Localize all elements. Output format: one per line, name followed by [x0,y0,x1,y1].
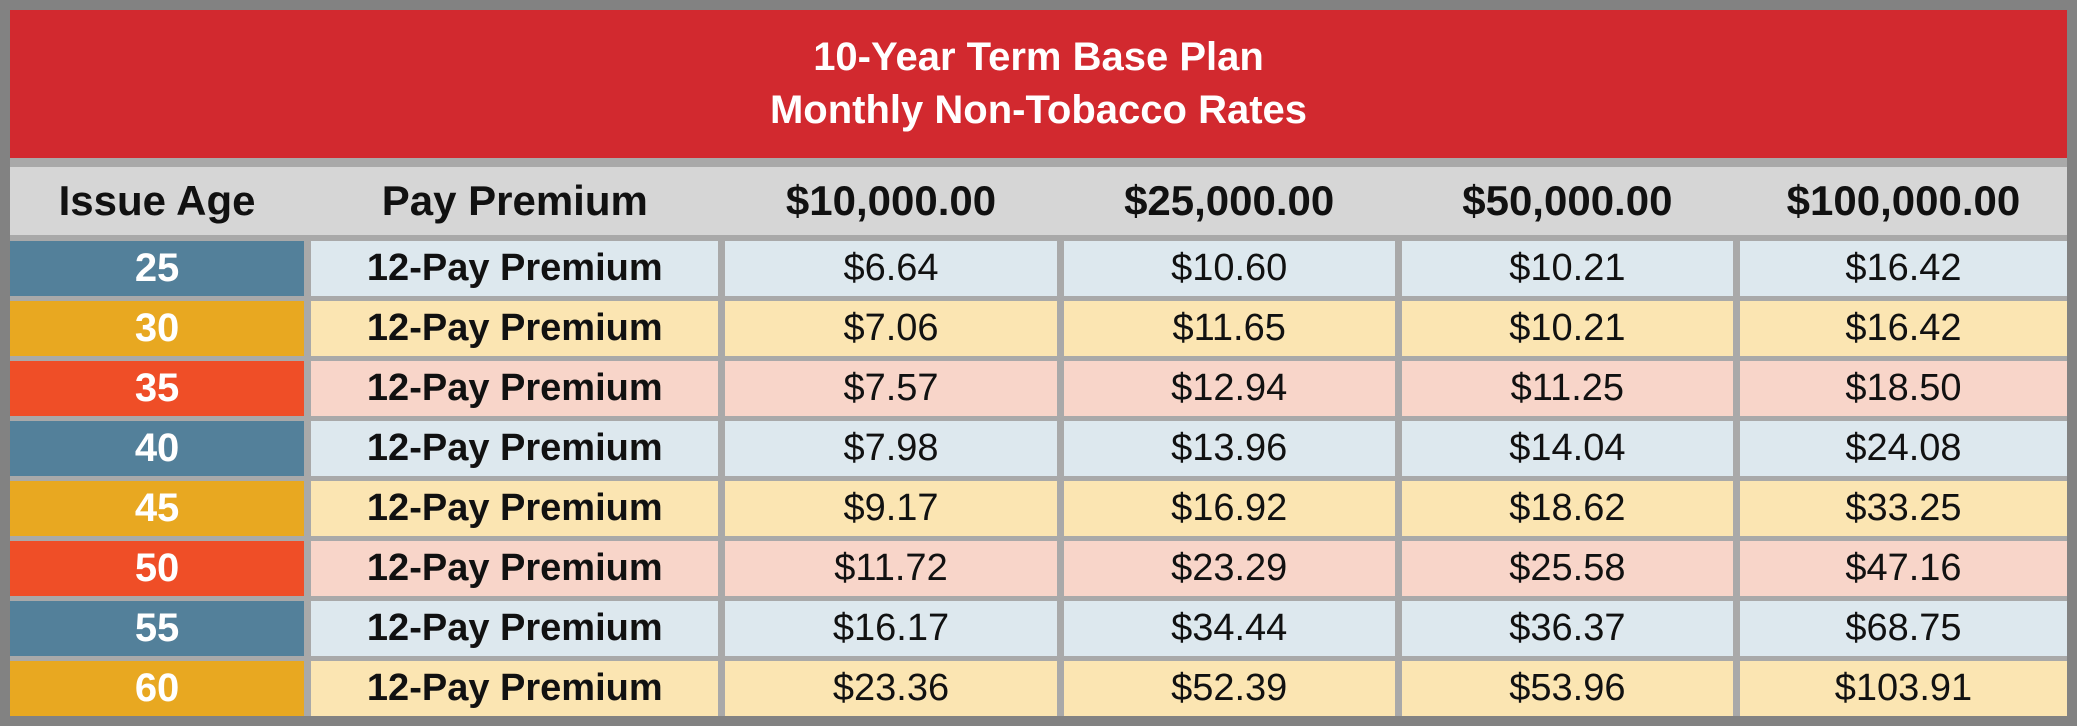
col-header-50000: $50,000.00 [1462,177,1673,224]
rate-50000: $53.96 [1401,661,1733,716]
col-header-10000: $10,000.00 [785,177,997,224]
rate-10000: $23.36 [725,661,1057,716]
premium-cell: 12-Pay Premium [311,421,719,476]
rate-25000: $52.39 [1063,661,1395,716]
title-line-1: 10-Year Term Base Plan [813,34,1264,79]
title-line-2: Monthly Non-Tobacco Rates [769,88,1308,132]
rate-100000: $33.25 [1739,481,2067,536]
table-row-age-25: 25 12-Pay Premium $6.64 $10.60 $10.21 $1… [10,241,2067,296]
rate-10000: $7.98 [725,421,1057,476]
table-row-age-30: 30 12-Pay Premium $7.06 $11.65 $10.21 $1… [10,301,2067,356]
rate-25000: $10.60 [1063,241,1395,296]
age-cell: 60 [10,661,305,716]
premium-cell: 12-Pay Premium [311,481,719,536]
rate-25000: $34.44 [1063,601,1395,656]
rate-100000: $103.91 [1739,661,2067,716]
rate-10000: $7.06 [725,301,1057,356]
age-cell: 50 [10,541,305,596]
age-cell: 30 [10,301,305,356]
rate-50000: $10.21 [1401,241,1733,296]
rate-25000: $16.92 [1063,481,1395,536]
rate-25000: $23.29 [1063,541,1395,596]
premium-cell: 12-Pay Premium [311,361,719,416]
column-header-row: Issue Age Pay Premium $10,000.00 $25,000… [10,167,2067,235]
age-cell: 45 [10,481,305,536]
table-row-age-40: 40 12-Pay Premium $7.98 $13.96 $14.04 $2… [10,421,2067,476]
rate-50000: $10.21 [1401,301,1733,356]
rate-10000: $6.64 [725,241,1057,296]
rate-10000: $16.17 [725,601,1057,656]
premium-cell: 12-Pay Premium [311,661,719,716]
rate-10000: $7.57 [725,361,1057,416]
rate-100000: $24.08 [1739,421,2067,476]
rate-100000: $16.42 [1739,301,2067,356]
rate-50000: $14.04 [1401,421,1733,476]
premium-cell: 12-Pay Premium [311,301,719,356]
premium-cell: 12-Pay Premium [311,541,719,596]
rate-100000: $18.50 [1739,361,2067,416]
rate-25000: $13.96 [1063,421,1395,476]
rate-50000: $36.37 [1401,601,1733,656]
rate-50000: $18.62 [1401,481,1733,536]
rate-25000: $12.94 [1063,361,1395,416]
col-header-issue-age: Issue Age [58,177,256,224]
rate-50000: $11.25 [1401,361,1733,416]
table-row-age-50: 50 12-Pay Premium $11.72 $23.29 $25.58 $… [10,541,2067,596]
col-header-100000: $100,000.00 [1786,177,2021,224]
table-row-age-55: 55 12-Pay Premium $16.17 $34.44 $36.37 $… [10,601,2067,656]
rate-100000: $16.42 [1739,241,2067,296]
rate-10000: $11.72 [725,541,1057,596]
rate-100000: $47.16 [1739,541,2067,596]
age-cell: 25 [10,241,305,296]
rate-10000: $9.17 [725,481,1057,536]
rates-table: 10-Year Term Base Plan Monthly Non-Tobac… [10,10,2067,716]
premium-cell: 12-Pay Premium [311,241,719,296]
age-cell: 55 [10,601,305,656]
age-cell: 35 [10,361,305,416]
premium-cell: 12-Pay Premium [311,601,719,656]
age-cell: 40 [10,421,305,476]
col-header-pay-premium: Pay Premium [381,177,648,224]
rate-100000: $68.75 [1739,601,2067,656]
rate-25000: $11.65 [1063,301,1395,356]
table-row-age-60: 60 12-Pay Premium $23.36 $52.39 $53.96 $… [10,661,2067,716]
col-header-25000: $25,000.00 [1124,177,1335,224]
table-row-age-45: 45 12-Pay Premium $9.17 $16.92 $18.62 $3… [10,481,2067,536]
table-row-age-35: 35 12-Pay Premium $7.57 $12.94 $11.25 $1… [10,361,2067,416]
table-title-banner: 10-Year Term Base Plan Monthly Non-Tobac… [10,10,2067,158]
rate-50000: $25.58 [1401,541,1733,596]
